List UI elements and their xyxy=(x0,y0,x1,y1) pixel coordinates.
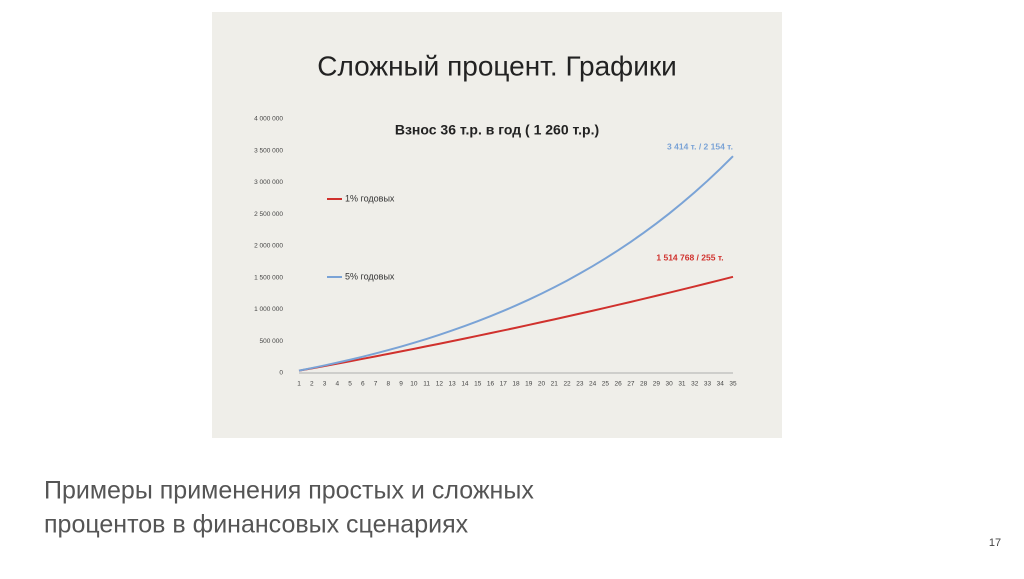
chart-title: Сложный процент. Графики xyxy=(317,50,677,81)
y-tick-label: 3 500 000 xyxy=(254,147,283,154)
x-tick-label: 18 xyxy=(512,381,520,388)
x-tick-label: 29 xyxy=(653,381,661,388)
x-tick-label: 9 xyxy=(399,381,403,388)
legend-label: 1% годовых xyxy=(345,193,395,203)
x-tick-label: 16 xyxy=(487,381,495,388)
page-number: 17 xyxy=(989,537,1001,549)
x-tick-label: 4 xyxy=(335,381,339,388)
x-tick-label: 17 xyxy=(500,381,508,388)
x-tick-label: 28 xyxy=(640,381,648,388)
x-tick-label: 21 xyxy=(551,381,559,388)
x-tick-label: 19 xyxy=(525,381,533,388)
x-tick-label: 7 xyxy=(374,381,378,388)
caption-line: Примеры применения простых и сложных xyxy=(44,477,534,505)
x-tick-label: 12 xyxy=(436,381,444,388)
y-tick-label: 1 000 000 xyxy=(254,306,283,313)
y-tick-label: 500 000 xyxy=(260,338,284,345)
x-tick-label: 8 xyxy=(387,381,391,388)
data-line xyxy=(298,275,734,372)
y-tick-label: 2 000 000 xyxy=(254,243,283,250)
x-tick-label: 34 xyxy=(717,381,725,388)
x-tick-label: 22 xyxy=(563,381,571,388)
legend-label: 5% годовых xyxy=(345,271,395,281)
chart-subtitle: Взнос 36 т.р. в год ( 1 260 т.р.) xyxy=(395,122,599,138)
x-tick-label: 25 xyxy=(602,381,610,388)
y-tick-label: 1 500 000 xyxy=(254,274,283,281)
x-tick-label: 27 xyxy=(627,381,635,388)
caption-line: процентов в финансовых сценариях xyxy=(44,511,469,539)
x-tick-label: 31 xyxy=(678,381,686,388)
x-tick-label: 6 xyxy=(361,381,365,388)
annotation: 3 414 т. / 2 154 т. xyxy=(667,141,733,151)
x-tick-label: 15 xyxy=(474,381,482,388)
x-tick-label: 14 xyxy=(461,381,469,388)
x-tick-label: 26 xyxy=(615,381,623,388)
x-tick-label: 11 xyxy=(423,381,430,388)
chart-panel xyxy=(212,12,782,438)
x-tick-label: 1 xyxy=(297,381,301,388)
x-tick-label: 33 xyxy=(704,381,712,388)
data-line xyxy=(298,155,734,372)
x-tick-label: 30 xyxy=(666,381,674,388)
y-tick-label: 4 000 000 xyxy=(254,116,283,123)
x-tick-label: 35 xyxy=(729,381,737,388)
x-tick-label: 5 xyxy=(348,381,352,388)
x-tick-label: 24 xyxy=(589,381,597,388)
x-tick-label: 23 xyxy=(576,381,584,388)
annotation: 1 514 768 / 255 т. xyxy=(656,252,723,262)
y-tick-label: 0 xyxy=(279,370,283,377)
x-tick-label: 10 xyxy=(410,381,418,388)
x-tick-label: 2 xyxy=(310,381,314,388)
y-tick-label: 2 500 000 xyxy=(254,211,283,218)
x-tick-label: 3 xyxy=(323,381,327,388)
x-tick-label: 32 xyxy=(691,381,699,388)
y-tick-label: 3 000 000 xyxy=(254,179,283,186)
x-tick-label: 13 xyxy=(449,381,457,388)
x-tick-label: 20 xyxy=(538,381,546,388)
